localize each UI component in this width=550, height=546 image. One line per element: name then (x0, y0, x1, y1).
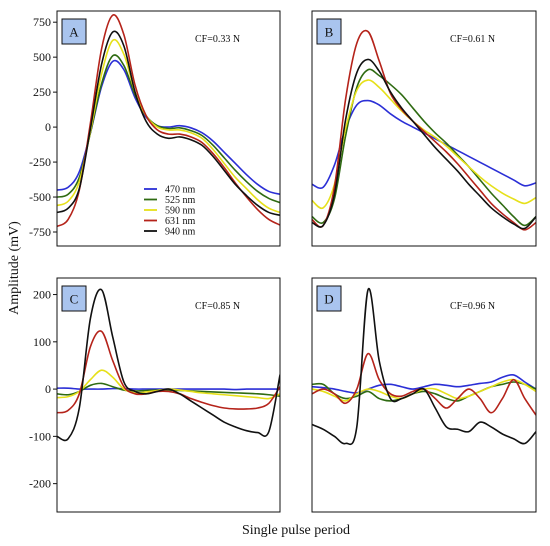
panel-label: D (324, 292, 333, 307)
series-line-a-5 (57, 30, 280, 217)
series-line-c-2 (57, 382, 280, 397)
panel-label: C (70, 292, 79, 307)
series-line-d-2 (312, 381, 536, 402)
series-line-b-3 (312, 79, 536, 210)
plot-area-b (312, 29, 536, 231)
y-tick-label: 0 (45, 120, 51, 134)
panel-d: D CF=0.96 N (311, 277, 537, 513)
legend-label: 590 nm (165, 206, 196, 217)
legend-label: 525 nm (165, 195, 196, 206)
y-tick-label: -200 (29, 477, 51, 491)
panel-frame-b (311, 10, 537, 247)
series-line-d-5 (312, 287, 536, 446)
panel-a: -750 -500 -250 0 250 500 750 A CF=0.33 N 470 nm52… (29, 10, 281, 247)
legend-label: 470 nm (165, 185, 196, 196)
series-line-b-5 (312, 58, 536, 230)
plot-area-d (312, 287, 536, 446)
cf-annotation: CF=0.96 N (450, 301, 495, 312)
series-line-c-5 (57, 288, 280, 442)
cf-annotation: CF=0.33 N (195, 34, 240, 45)
cf-annotation: CF=0.61 N (450, 34, 495, 45)
y-tick-label: 250 (33, 85, 51, 99)
panel-label-badge (316, 285, 342, 312)
panel-label-badge (316, 18, 342, 45)
series-line-b-2 (312, 68, 536, 227)
y-axis-label: Amplitude (mV) (7, 221, 22, 315)
panel-label-badge (61, 18, 87, 45)
series-line-b-4 (312, 29, 536, 231)
panel-label-badge (61, 285, 87, 312)
legend-label: 940 nm (165, 227, 196, 238)
panel-label: A (69, 25, 79, 40)
y-tick-label: -750 (29, 225, 51, 239)
x-axis-label: Single pulse period (242, 523, 350, 538)
y-tick-label: -100 (29, 429, 51, 443)
series-line-c-4 (57, 330, 280, 414)
panel-frame-a (56, 10, 281, 247)
legend-label: 631 nm (165, 216, 196, 227)
panel-label: B (325, 25, 334, 40)
series-line-c-3 (57, 369, 280, 400)
panel-frame-c (56, 277, 281, 513)
plot-area-a (57, 14, 280, 228)
series-line-a-3 (57, 38, 280, 214)
y-tick-label: 100 (33, 335, 51, 349)
series-line-d-1 (312, 373, 536, 394)
panel-frame-d (311, 277, 537, 513)
y-tick-label: 500 (33, 50, 51, 64)
y-tick-label: 750 (33, 15, 51, 29)
cf-annotation: CF=0.85 N (195, 301, 240, 312)
y-tick-label: 0 (45, 382, 51, 396)
y-tick-label: -500 (29, 190, 51, 204)
y-tick-label: -250 (29, 155, 51, 169)
y-tick-label: 200 (33, 288, 51, 302)
panel-c: -200 -100 0 100 200 C CF=0.85 N (29, 277, 281, 513)
plot-area-c (57, 288, 280, 442)
series-line-b-1 (312, 99, 536, 189)
panel-b: B CF=0.61 N (311, 10, 537, 247)
